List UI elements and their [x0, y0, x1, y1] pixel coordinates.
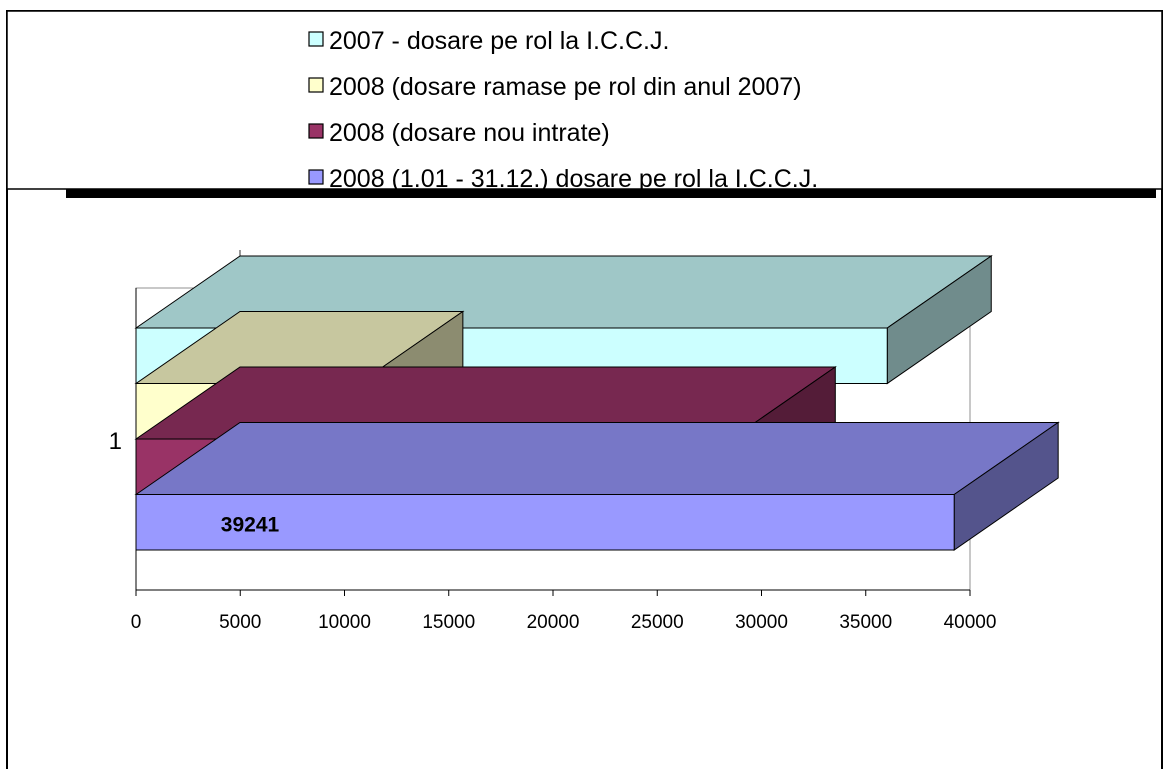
data-label: 39241	[221, 513, 280, 536]
x-tick-label: 20000	[527, 612, 580, 633]
x-tick-label: 25000	[631, 612, 684, 633]
legend-shadow	[66, 189, 1156, 198]
x-tick-label: 35000	[839, 612, 892, 633]
x-tick-label: 10000	[318, 612, 371, 633]
legend-label: 2008 (1.01 - 31.12.) dosare pe rol la I.…	[329, 165, 818, 193]
y-category-label: 1	[109, 428, 122, 455]
legend-swatch	[308, 123, 324, 139]
legend-swatch	[308, 169, 324, 185]
legend: 2007 - dosare pe rol la I.C.C.J. 2008 (do…	[308, 27, 818, 193]
x-tick-label: 15000	[422, 612, 475, 633]
legend-label: 2008 (dosare ramase pe rol din anul 2007…	[329, 73, 802, 101]
legend-swatch	[308, 31, 324, 47]
legend-swatch	[308, 77, 324, 93]
bar-front-face	[135, 494, 955, 551]
x-tick-label: 30000	[735, 612, 788, 633]
x-tick-label: 5000	[219, 612, 261, 633]
bar: 39241	[134, 421, 1060, 551]
legend-label: 2007 - dosare pe rol la I.C.C.J.	[329, 27, 669, 55]
legend-label: 2008 (dosare nou intrate)	[329, 119, 610, 147]
plot-area: 0 5000 10000 15000 20000 25000 30000 35000 40000…	[109, 250, 1060, 633]
bar-top-face	[134, 422, 1060, 495]
legend-box	[6, 10, 1163, 190]
x-tick-label: 40000	[944, 612, 997, 633]
x-tick-label: 0	[131, 612, 142, 633]
